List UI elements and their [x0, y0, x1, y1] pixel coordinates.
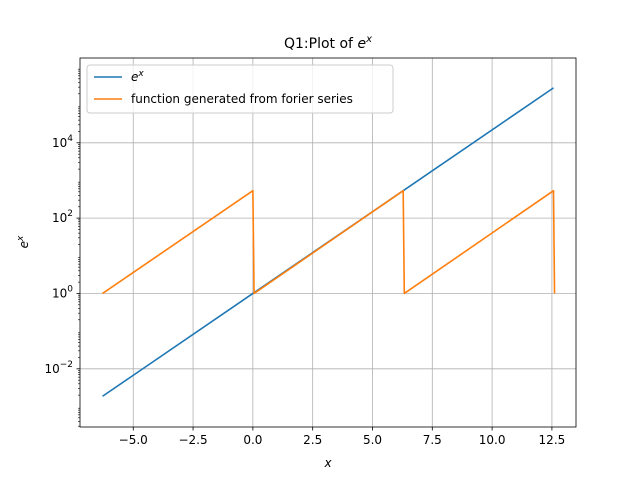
x-axis-label: x: [323, 456, 332, 470]
series-layer: [102, 87, 556, 397]
x-tick-label: 10.0: [479, 433, 506, 447]
series-line-fourier: [102, 189, 556, 295]
x-tick-label: −2.5: [178, 433, 207, 447]
x-tick-label: 2.5: [303, 433, 322, 447]
x-ticks: −5.0 −2.5 0.0 2.5 5.0 7.5 10.0 12.5: [119, 427, 566, 447]
y-axis-label: ex: [16, 235, 31, 248]
y-tick-label: 104: [52, 134, 73, 150]
chart-title: Q1:Plot of ex: [284, 34, 372, 52]
x-tick-label: 7.5: [423, 433, 442, 447]
y-tick-label: 102: [52, 209, 73, 225]
axes-frame: [79, 57, 577, 428]
x-tick-label: 12.5: [539, 433, 566, 447]
x-tick-label: −5.0: [119, 433, 148, 447]
legend-box: [86, 64, 394, 114]
y-ticks: 10−2 100 102 104: [44, 68, 80, 427]
x-tick-label: 0.0: [243, 433, 262, 447]
legend-label-ex: ex: [131, 69, 144, 84]
y-tick-label: 10−2: [44, 360, 73, 376]
y-tick-label: 100: [52, 284, 73, 300]
legend: ex function generated from forier series: [86, 64, 394, 114]
x-tick-label: 5.0: [363, 433, 382, 447]
legend-label-fourier: function generated from forier series: [131, 92, 353, 106]
